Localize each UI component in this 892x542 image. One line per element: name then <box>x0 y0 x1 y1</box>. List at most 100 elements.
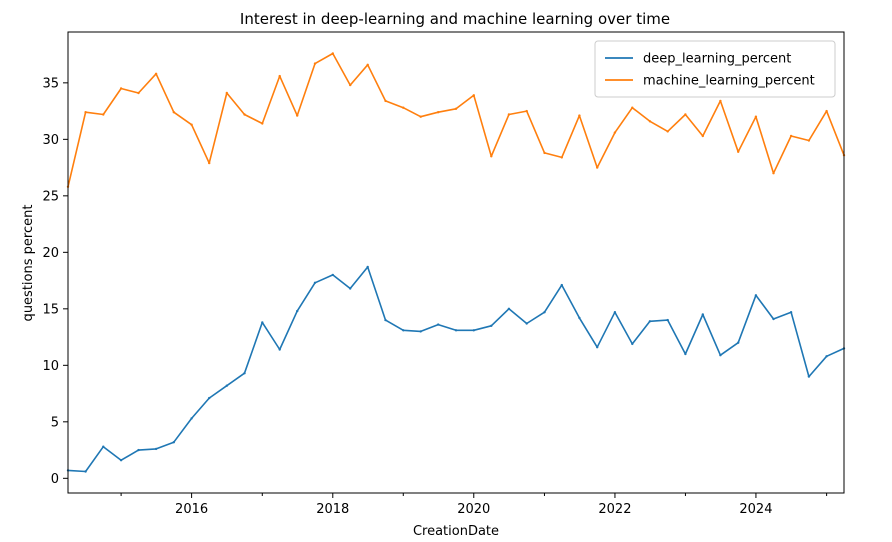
data-point-1-41 <box>789 134 793 138</box>
data-point-0-26 <box>525 322 528 325</box>
data-point-1-36 <box>701 134 704 138</box>
data-point-1-29 <box>578 114 581 117</box>
data-point-1-1 <box>84 111 87 114</box>
data-point-1-15 <box>331 52 334 55</box>
data-point-0-1 <box>84 470 87 473</box>
data-point-0-2 <box>102 445 105 448</box>
x-axis: 2016 2018 2020 2022 2024 <box>120 493 828 517</box>
data-point-0-4 <box>137 448 140 452</box>
data-point-1-40 <box>772 172 775 175</box>
y-tick-label-2: 10 <box>42 359 59 374</box>
data-point-1-13 <box>296 114 299 117</box>
data-point-1-35 <box>684 113 687 116</box>
data-point-0-10 <box>243 372 246 375</box>
data-point-0-34 <box>666 318 669 322</box>
data-point-1-28 <box>560 156 563 159</box>
data-point-1-24 <box>490 155 493 158</box>
legend: deep_learning_percent machine_learning_pe… <box>594 40 836 98</box>
data-point-1-30 <box>596 166 599 169</box>
data-point-1-16 <box>349 83 352 87</box>
data-point-0-20 <box>419 330 422 333</box>
data-point-0-6 <box>172 441 175 444</box>
data-point-1-39 <box>754 115 758 118</box>
data-point-0-40 <box>772 317 775 321</box>
data-point-0-36 <box>701 313 704 316</box>
y-tick-label-4: 20 <box>42 246 59 261</box>
data-point-1-4 <box>137 91 140 95</box>
data-point-0-25 <box>507 307 511 310</box>
data-point-0-33 <box>648 320 652 323</box>
x-tick-label-4: 2024 <box>739 502 772 517</box>
y-tick-label-3: 15 <box>42 302 59 317</box>
data-point-1-33 <box>648 120 652 123</box>
data-point-1-31 <box>613 131 617 134</box>
data-point-1-3 <box>119 87 123 90</box>
data-point-0-35 <box>684 352 687 356</box>
data-point-0-17 <box>366 265 369 269</box>
data-point-1-18 <box>384 99 387 103</box>
series-line-0 <box>67 266 845 473</box>
data-point-1-34 <box>666 130 669 133</box>
data-point-0-23 <box>472 329 475 332</box>
x-tick-label-2: 2020 <box>457 502 490 517</box>
data-point-0-3 <box>119 459 123 462</box>
data-point-0-9 <box>225 384 228 387</box>
y-tick-label-1: 5 <box>51 415 59 430</box>
y-tick-label-0: 0 <box>51 472 59 487</box>
data-point-0-5 <box>154 447 158 451</box>
data-point-1-42 <box>807 139 811 142</box>
data-point-1-37 <box>719 99 722 103</box>
data-point-1-21 <box>437 111 440 114</box>
data-point-0-19 <box>402 329 405 332</box>
x-tick-label-0: 2016 <box>175 502 208 517</box>
x-tick-label-1: 2018 <box>316 502 349 517</box>
data-point-0-8 <box>208 396 211 400</box>
data-point-0-24 <box>490 324 493 327</box>
data-point-1-12 <box>278 74 281 78</box>
y-tick-label-6: 30 <box>42 133 59 148</box>
chart-title: Interest in deep-learning and machine le… <box>240 10 670 28</box>
data-point-0-37 <box>719 354 722 357</box>
data-point-1-6 <box>172 111 175 114</box>
data-point-1-7 <box>190 123 193 126</box>
data-point-0-39 <box>754 294 758 297</box>
data-point-0-14 <box>313 281 317 284</box>
data-point-0-30 <box>596 346 599 349</box>
data-point-0-28 <box>560 283 563 287</box>
data-point-0-42 <box>807 375 811 378</box>
data-point-1-10 <box>243 113 246 116</box>
y-axis-title: questions percent <box>21 205 36 322</box>
data-point-1-9 <box>225 91 228 95</box>
data-point-1-17 <box>366 63 369 66</box>
data-point-1-11 <box>261 122 264 125</box>
legend-box <box>594 40 836 98</box>
data-point-0-12 <box>278 348 281 351</box>
plot-frame <box>67 31 845 494</box>
data-point-1-19 <box>402 106 405 109</box>
data-point-1-20 <box>419 115 422 118</box>
data-point-1-2 <box>102 113 105 116</box>
data-point-1-22 <box>454 107 458 111</box>
plot-area <box>66 52 846 473</box>
data-point-0-29 <box>578 316 581 320</box>
y-axis: 0 5 10 15 20 25 30 35 <box>42 76 68 487</box>
data-point-1-8 <box>208 161 211 165</box>
legend-label-0: deep_learning_percent <box>643 52 791 67</box>
data-point-0-31 <box>613 311 617 314</box>
data-point-0-22 <box>454 329 458 332</box>
data-point-0-7 <box>190 417 193 420</box>
data-point-1-23 <box>472 94 475 97</box>
y-tick-label-5: 25 <box>42 189 59 204</box>
data-point-0-27 <box>543 311 546 314</box>
data-point-0-32 <box>631 342 634 346</box>
data-point-0-18 <box>384 318 387 322</box>
y-tick-label-7: 35 <box>42 76 59 91</box>
data-point-0-15 <box>331 273 334 277</box>
data-point-1-43 <box>825 109 828 113</box>
data-point-1-32 <box>631 106 634 109</box>
data-point-0-13 <box>296 309 299 313</box>
data-point-1-38 <box>737 150 740 153</box>
x-tick-label-3: 2022 <box>598 502 631 517</box>
data-point-1-14 <box>313 62 317 65</box>
